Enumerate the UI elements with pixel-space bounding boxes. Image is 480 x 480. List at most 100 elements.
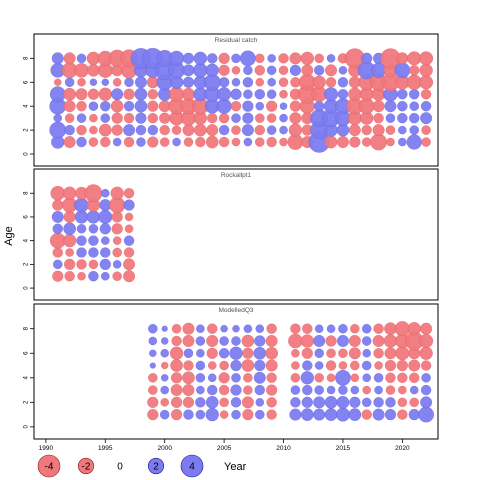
bubble (75, 88, 88, 101)
bubble (123, 136, 135, 148)
bubble (373, 372, 384, 383)
bubble (361, 52, 373, 64)
bubble (147, 136, 159, 148)
bubble (195, 409, 206, 420)
bubble (207, 361, 217, 370)
bubble (170, 372, 183, 384)
y-tick-label: 4 (24, 238, 30, 242)
bubble (52, 270, 64, 282)
bubble (100, 247, 111, 258)
bubble (301, 347, 313, 359)
bubble (64, 77, 75, 88)
bubble (111, 223, 123, 235)
bubble (254, 113, 265, 123)
bubble (218, 64, 230, 76)
bubble (350, 323, 360, 334)
bubble (324, 87, 339, 102)
bubble (314, 348, 324, 359)
bubble (397, 88, 408, 100)
bubble (134, 87, 148, 101)
bubble (313, 334, 326, 348)
bubble (160, 361, 169, 370)
bubble (361, 124, 372, 136)
bubble (300, 371, 314, 385)
bubble (124, 224, 134, 234)
bubble (160, 398, 170, 407)
bubble (123, 88, 135, 100)
bubble (112, 247, 122, 258)
bubble (111, 124, 123, 136)
bubble (253, 371, 266, 384)
bubble (383, 334, 398, 348)
bubble (182, 87, 195, 101)
bubble (278, 65, 289, 76)
bubble (147, 88, 159, 100)
bubble (98, 209, 113, 224)
bubble (254, 137, 265, 147)
bubble (385, 397, 396, 408)
bubble (76, 113, 87, 123)
bubble (289, 64, 302, 76)
bubble (168, 86, 185, 102)
bubble (324, 135, 338, 149)
bubble (313, 65, 325, 76)
bubble (123, 199, 135, 211)
bubble (148, 372, 158, 383)
bubble (300, 51, 314, 66)
bubble (218, 124, 230, 136)
panel-title: ModelledQ3 (218, 307, 253, 314)
bubble (77, 271, 86, 281)
bubble (84, 184, 103, 203)
bubble (99, 258, 111, 270)
bubble (278, 77, 289, 88)
bubble (348, 334, 361, 348)
y-tick-label: 6 (24, 80, 30, 84)
bubble (159, 124, 170, 136)
panel-1: Residual catch 0 2 4 6 8 (24, 33, 439, 167)
bubble (326, 385, 336, 395)
bubble (87, 88, 100, 100)
bubble (288, 123, 303, 137)
bubble (243, 385, 253, 395)
bubble (267, 77, 276, 87)
bubble (338, 361, 348, 370)
bubble (266, 113, 277, 123)
panel-3: ModelledQ3 0 2 4 6 8 (24, 303, 439, 440)
bubble (373, 348, 384, 359)
bubble (88, 270, 99, 282)
bubble (231, 65, 241, 75)
bubble (65, 248, 74, 257)
bubble (172, 137, 181, 147)
bubble (170, 396, 183, 408)
bubble (398, 137, 407, 147)
bubble (183, 360, 194, 371)
bubble (170, 359, 183, 372)
bubble (231, 77, 241, 87)
bubble (314, 361, 324, 370)
bubble (62, 186, 77, 200)
bubble (279, 113, 288, 123)
bubble (229, 346, 243, 360)
bubble (149, 349, 157, 358)
bubble (182, 64, 195, 77)
panel-frame (33, 168, 439, 301)
bubble (420, 396, 433, 409)
bubble (361, 397, 372, 408)
bubble (254, 88, 265, 100)
bubble (206, 124, 219, 137)
bubble (312, 75, 326, 89)
bubble (384, 100, 397, 113)
bubble (182, 52, 195, 64)
bubble (407, 51, 422, 66)
legend-label: 0 (117, 462, 123, 473)
bubble (279, 125, 288, 135)
bubble (195, 372, 206, 383)
bubble (196, 324, 205, 334)
bubble (325, 64, 338, 77)
bubble (421, 372, 431, 383)
y-tick-label: 2 (24, 400, 30, 404)
bubble (243, 324, 253, 334)
bubble (77, 77, 86, 87)
y-tick-label: 8 (24, 191, 30, 195)
